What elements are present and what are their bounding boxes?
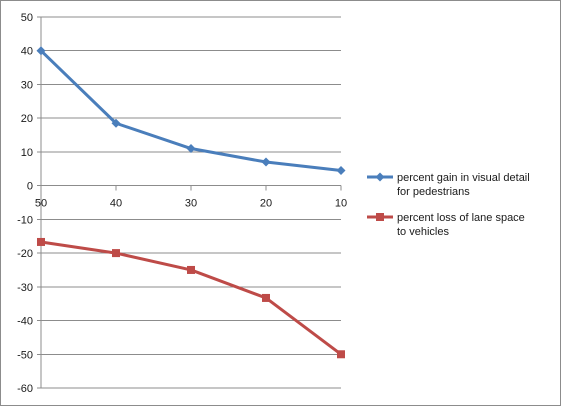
data-point-square — [337, 350, 345, 359]
data-point-square — [37, 237, 45, 246]
data-point-square — [187, 265, 195, 274]
y-tick-label: 10 — [21, 147, 33, 159]
legend-label: percent loss of lane space — [397, 212, 525, 224]
data-point-diamond — [261, 157, 271, 167]
y-tick-label: 30 — [21, 79, 33, 91]
x-tick-label: 40 — [110, 198, 122, 210]
data-point-diamond — [186, 144, 196, 154]
legend-entry-2: percent loss of lane space to vehicles — [367, 212, 525, 238]
data-point-square — [376, 213, 384, 221]
y-tick-label: 0 — [27, 181, 33, 193]
axes: 50 40 30 20 10 0 -10 -20 -30 -40 -50 -60 50 40 30 20 10 — [17, 12, 347, 395]
y-tick-label: -10 — [17, 214, 33, 226]
y-tick-label: 40 — [21, 46, 33, 58]
y-tick-label: -20 — [17, 248, 33, 260]
y-tick-label: -50 — [17, 349, 33, 361]
x-tick-label: 30 — [185, 198, 197, 210]
data-point-square — [262, 293, 270, 302]
legend-label: for pedestrians — [397, 186, 470, 198]
data-point-diamond — [336, 165, 346, 175]
legend-label: to vehicles — [397, 226, 449, 238]
y-tick-label: -30 — [17, 282, 33, 294]
y-tick-label: 50 — [21, 12, 33, 24]
data-point-diamond — [375, 172, 385, 182]
legend-label: percent gain in visual detail — [397, 172, 530, 184]
data-point-diamond — [36, 46, 46, 56]
series-1 — [36, 46, 346, 175]
data-point-diamond — [111, 118, 121, 128]
series-2 — [37, 237, 345, 359]
y-tick-label: -60 — [17, 383, 33, 395]
data-point-square — [112, 249, 120, 258]
x-tick-label: 50 — [35, 198, 47, 210]
y-tick-label: -40 — [17, 316, 33, 328]
series-group — [36, 46, 346, 359]
legend-entry-1: percent gain in visual detail for pedestr… — [367, 172, 530, 198]
legend: percent gain in visual detail for pedestr… — [367, 172, 530, 238]
x-tick-label: 10 — [335, 198, 347, 210]
series-line — [40, 240, 342, 356]
y-tick-label: 20 — [21, 113, 33, 125]
x-tick-label: 20 — [260, 198, 272, 210]
